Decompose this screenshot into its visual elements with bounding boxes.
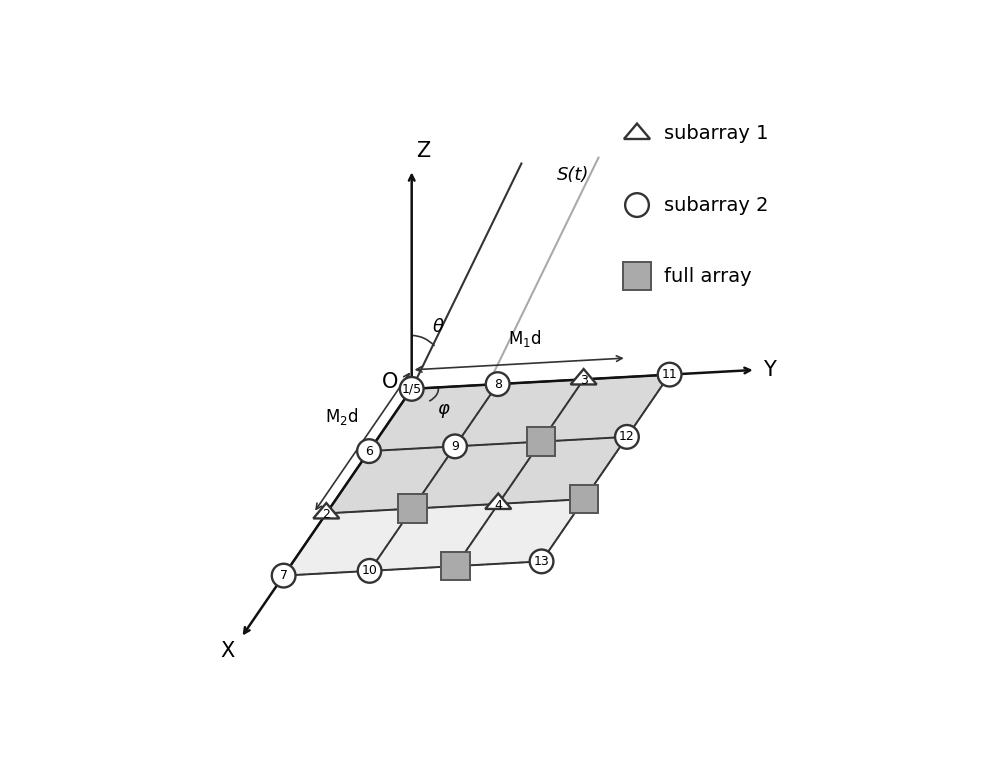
Text: 2: 2 [322, 508, 330, 521]
Text: 7: 7 [280, 569, 288, 582]
Circle shape [530, 550, 553, 573]
Text: subarray 1: subarray 1 [664, 125, 768, 143]
Text: M$_1$d: M$_1$d [508, 328, 542, 349]
Polygon shape [313, 503, 339, 518]
Text: 6: 6 [365, 444, 373, 457]
Circle shape [486, 372, 510, 396]
Text: $\theta$: $\theta$ [432, 317, 445, 336]
Circle shape [400, 377, 424, 400]
Text: 8: 8 [494, 377, 502, 390]
Polygon shape [284, 499, 584, 576]
Text: X: X [221, 641, 235, 661]
Text: 13: 13 [534, 555, 549, 568]
Text: 3: 3 [580, 374, 588, 387]
Circle shape [658, 363, 681, 387]
Text: 1/5: 1/5 [402, 383, 422, 395]
Circle shape [625, 193, 649, 217]
Bar [527, 427, 555, 456]
Text: 10: 10 [362, 564, 378, 578]
Text: O: O [382, 372, 399, 392]
Bar [398, 494, 427, 523]
Text: S(t): S(t) [557, 166, 589, 184]
Bar [623, 262, 651, 290]
Text: Y: Y [763, 360, 776, 380]
Polygon shape [485, 494, 511, 509]
Circle shape [443, 434, 467, 458]
Bar [570, 485, 598, 514]
Text: M$_2$d: M$_2$d [325, 406, 359, 427]
Text: 12: 12 [619, 430, 635, 444]
Circle shape [272, 564, 295, 588]
Circle shape [357, 439, 381, 463]
Polygon shape [571, 369, 597, 384]
Polygon shape [624, 123, 650, 139]
Text: 9: 9 [451, 440, 459, 453]
Text: $\varphi$: $\varphi$ [437, 403, 450, 420]
Text: 4: 4 [494, 498, 502, 511]
Circle shape [615, 425, 639, 449]
Bar [441, 552, 470, 581]
Circle shape [358, 559, 381, 583]
Text: subarray 2: subarray 2 [664, 196, 768, 215]
Polygon shape [326, 375, 670, 514]
Text: full array: full array [664, 266, 751, 286]
Text: Z: Z [416, 141, 431, 161]
Text: 11: 11 [662, 368, 677, 381]
